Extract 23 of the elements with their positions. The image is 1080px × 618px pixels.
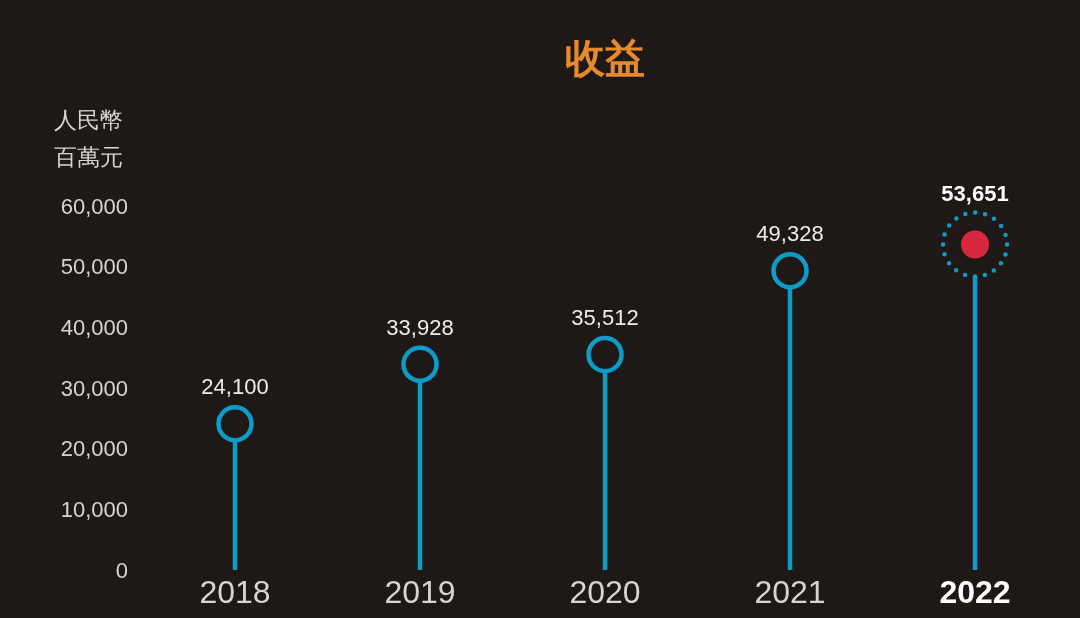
- y-tick-label: 60,000: [60, 193, 128, 219]
- x-tick-label: 2021: [754, 574, 826, 610]
- x-tick-label: 2018: [199, 574, 271, 610]
- data-label: 24,100: [201, 374, 269, 400]
- data-label: 49,328: [756, 221, 824, 247]
- y-tick-label: 10,000: [60, 496, 128, 522]
- y-tick-label: 30,000: [60, 375, 128, 401]
- y-tick-label: 20,000: [60, 436, 128, 462]
- y-axis-title: 人民幣百萬元: [54, 106, 124, 172]
- point: [216, 405, 254, 443]
- point: [771, 251, 809, 290]
- point: [586, 335, 624, 374]
- x-tick-label: 2020: [569, 574, 641, 610]
- data-label: 33,928: [386, 314, 454, 340]
- point: [401, 345, 439, 383]
- data-label: 53,651: [941, 181, 1009, 207]
- y-tick-label: 0: [115, 557, 128, 583]
- data-label: 35,512: [571, 305, 639, 331]
- x-tick-label: 2022: [939, 574, 1011, 610]
- x-tick-label: 2019: [384, 574, 456, 610]
- y-tick-label: 40,000: [60, 314, 128, 340]
- y-tick-label: 50,000: [60, 254, 128, 280]
- chart-title: 收益: [565, 36, 645, 80]
